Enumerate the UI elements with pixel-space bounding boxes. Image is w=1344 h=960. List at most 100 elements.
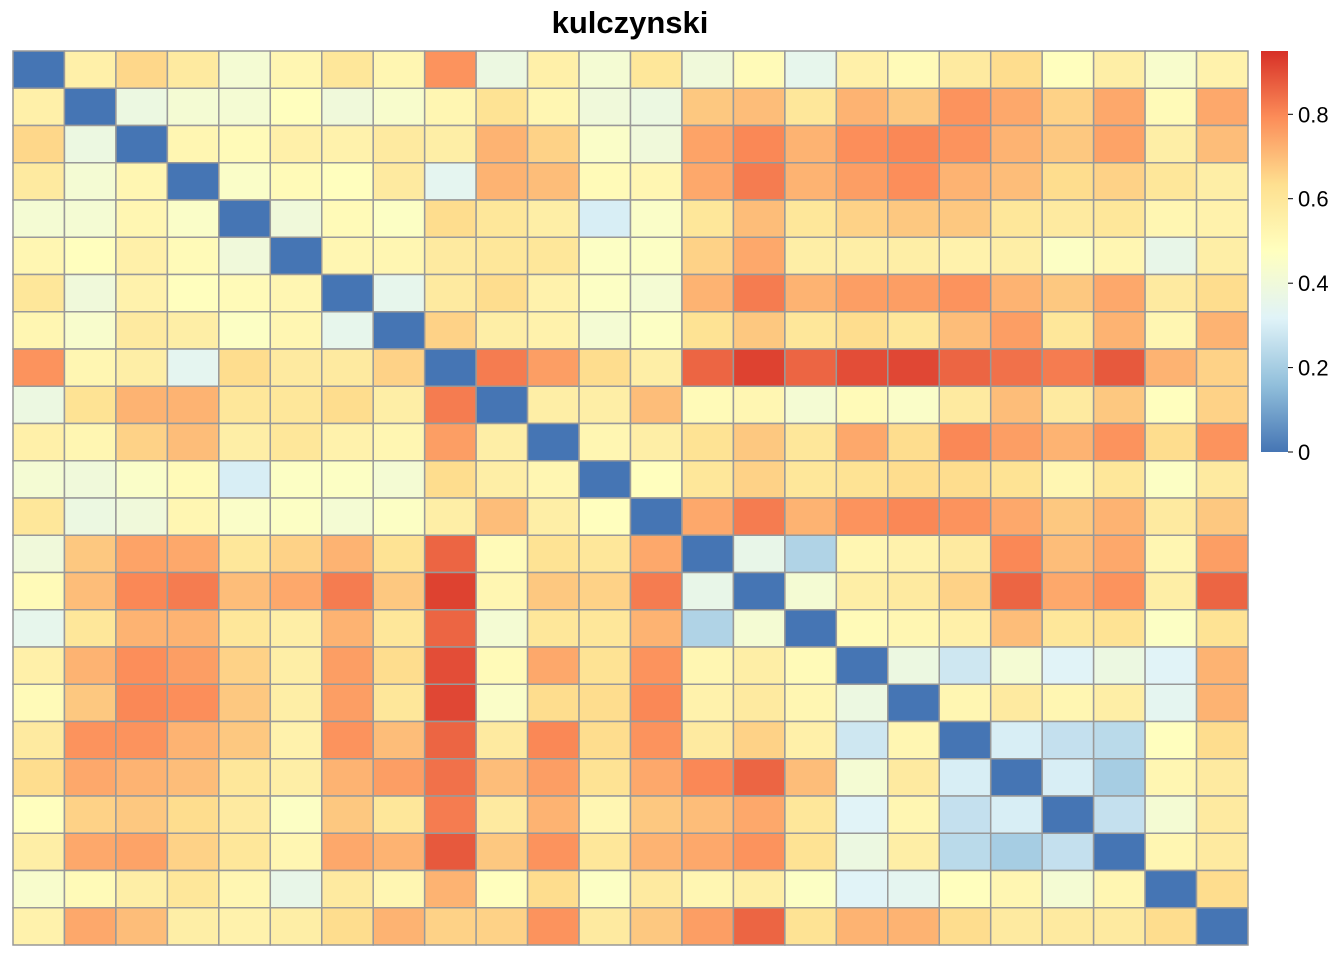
heatmap-cell [835,273,889,313]
heatmap-cell [784,758,838,797]
heatmap-cell [321,273,374,313]
heatmap-cell [1092,460,1146,499]
heatmap-cell [989,720,1043,760]
heatmap-cell [629,199,683,238]
heatmap-cell [835,907,889,946]
heatmap-cell [423,311,477,350]
heatmap-cell [835,832,889,872]
heatmap-cell [835,534,889,574]
heatmap-cell [887,236,940,276]
heatmap-cell [784,497,838,536]
heatmap-cell [1041,720,1095,760]
heatmap-cell [269,534,323,574]
heatmap-cell [1092,385,1146,425]
heatmap-cell [681,460,735,499]
heatmap-cell [629,720,683,760]
heatmap-cell [629,162,683,201]
heatmap-cell [578,720,632,760]
heatmap-cell [1195,311,1249,350]
heatmap-cell [938,422,992,462]
heatmap-cell [475,385,529,425]
heatmap-cell [269,199,323,238]
heatmap-cell [1144,422,1198,462]
heatmap-cell [526,497,580,536]
colorbar-tick-label: 0.8 [1298,102,1329,127]
heatmap-cell [321,460,374,499]
heatmap-cell [681,422,735,462]
heatmap-cell [681,795,735,834]
heatmap-cell [115,795,169,834]
heatmap-cell [887,720,940,760]
heatmap-cell [629,534,683,574]
heatmap-cell [1092,124,1146,164]
heatmap-cell [989,273,1043,313]
heatmap-cell [12,422,66,462]
heatmap-cell [166,124,220,164]
heatmap-cell [12,720,66,760]
heatmap-cell [475,646,529,685]
heatmap-cell [269,273,323,313]
heatmap-cell [835,311,889,350]
heatmap-cell [372,497,426,536]
heatmap-cell [1041,497,1095,536]
heatmap-cell [166,571,220,611]
heatmap-cell [732,609,786,648]
heatmap-cell [63,162,117,201]
heatmap-cell [1144,720,1198,760]
heatmap-cell [372,87,426,127]
heatmap-cell [1195,162,1249,201]
heatmap-cell [526,869,580,909]
heatmap-cell [12,497,66,536]
heatmap-cell [218,311,272,350]
heatmap-cell [732,460,786,499]
heatmap-cell [835,609,889,648]
heatmap-cell [989,571,1043,611]
heatmap-cell [938,869,992,909]
heatmap-cell [784,460,838,499]
heatmap-cell [115,758,169,797]
heatmap-cell [372,385,426,425]
heatmap-cell [475,50,529,89]
heatmap-cell [938,609,992,648]
heatmap-cell [1144,609,1198,648]
heatmap-cell [1195,273,1249,313]
heatmap-cell [732,162,786,201]
heatmap-cell [784,683,838,723]
heatmap-cell [1092,273,1146,313]
heatmap-cell [423,832,477,872]
heatmap-cell [321,571,374,611]
heatmap-cell [475,162,529,201]
heatmap-cell [989,907,1043,946]
heatmap-cell [732,571,786,611]
heatmap-cell [989,460,1043,499]
heatmap-cell [1092,609,1146,648]
heatmap-cell [166,869,220,909]
heatmap-cell [989,162,1043,201]
heatmap-cell [526,832,580,872]
heatmap-cell [115,646,169,685]
heatmap-cell [269,422,323,462]
heatmap-cell [63,869,117,909]
heatmap-cell [423,720,477,760]
heatmap-cell [629,236,683,276]
heatmap-cell [938,273,992,313]
heatmap-cell [166,646,220,685]
heatmap-cell [423,758,477,797]
heatmap-cell [835,87,889,127]
heatmap-cell [835,162,889,201]
heatmap-cell [1144,460,1198,499]
heatmap-cell [835,720,889,760]
heatmap-cell [835,795,889,834]
heatmap-cell [681,683,735,723]
heatmap-cell [218,50,272,89]
heatmap-cell [732,422,786,462]
heatmap-cell [218,348,272,387]
heatmap-cell [681,50,735,89]
heatmap-cell [166,758,220,797]
heatmap-cell [784,162,838,201]
heatmap-cell [166,50,220,89]
heatmap-cell [1144,646,1198,685]
heatmap-cell [989,609,1043,648]
heatmap-cell [269,646,323,685]
heatmap-cell [1041,832,1095,872]
